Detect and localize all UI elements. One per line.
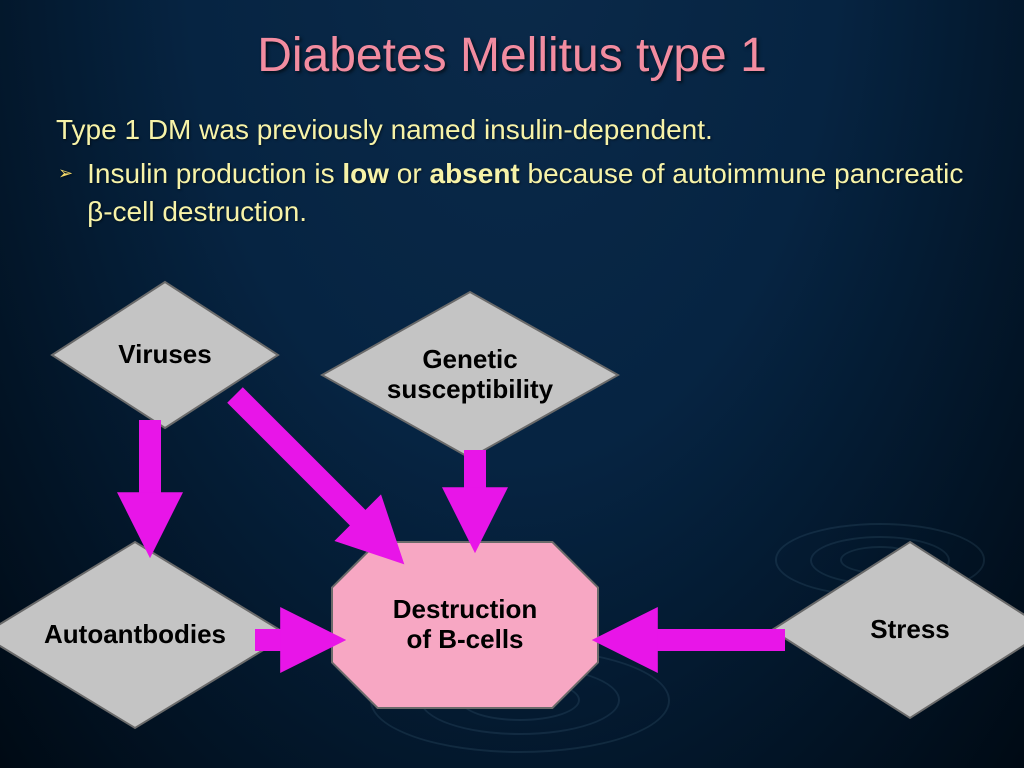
node-autoantibodies: Autoantbodies [0, 540, 290, 730]
intro-text: Type 1 DM was previously named insulin-d… [56, 111, 968, 149]
node-destruction: Destructionof B-cells [330, 540, 600, 710]
node-label: Viruses [118, 340, 211, 370]
node-label: Stress [870, 615, 950, 645]
diamond-shape [320, 290, 620, 460]
arrow-viruses-to-destruction [235, 395, 376, 536]
diamond-shape [0, 540, 290, 730]
node-label: Autoantbodies [44, 620, 226, 650]
slide-content: Diabetes Mellitus type 1 Type 1 DM was p… [0, 0, 1024, 768]
node-label: Destructionof B-cells [393, 595, 537, 655]
node-viruses: Viruses [50, 280, 280, 430]
diamond-shape [50, 280, 280, 430]
diamond-shape [770, 540, 1024, 720]
node-label: Geneticsusceptibility [387, 345, 553, 405]
octagon-shape [330, 540, 600, 710]
slide-title: Diabetes Mellitus type 1 [0, 0, 1024, 83]
slide-body: Type 1 DM was previously named insulin-d… [0, 83, 1024, 230]
node-stress: Stress [770, 540, 1024, 720]
node-genetic: Geneticsusceptibility [320, 290, 620, 460]
bullet-text: Insulin production is low or absent beca… [87, 155, 968, 231]
bullet-marker-icon: ➢ [58, 161, 73, 185]
bullet-item: ➢ Insulin production is low or absent be… [56, 155, 968, 231]
